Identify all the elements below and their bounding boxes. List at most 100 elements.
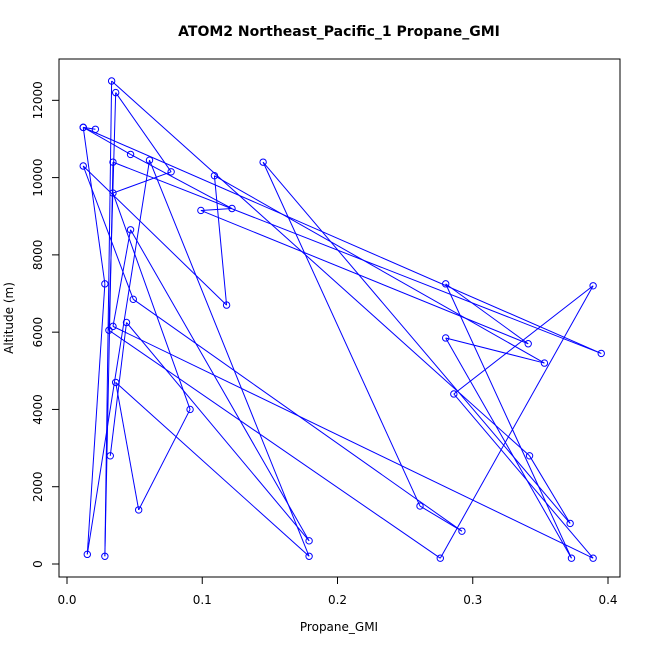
series-line-segment	[112, 325, 594, 559]
data-point	[442, 334, 450, 342]
series-line-segment	[453, 393, 594, 559]
series-line-segment	[529, 455, 571, 524]
data-point	[597, 349, 605, 358]
data-point	[126, 226, 135, 234]
x-tick-label: 0.2	[328, 593, 347, 607]
series-line-segment	[83, 126, 96, 130]
data-point	[197, 206, 205, 215]
series-line-segment	[82, 165, 227, 306]
y-tick-label: 2000	[31, 471, 45, 502]
data-point	[105, 326, 113, 334]
data-point	[210, 171, 219, 180]
data-point	[107, 77, 116, 85]
data-point	[540, 359, 549, 367]
series-line-segment	[149, 160, 310, 557]
series-line-segment	[108, 92, 117, 331]
plot-frame	[58, 58, 621, 578]
data-point	[111, 378, 120, 387]
series-line-segment	[126, 322, 310, 542]
series-line-segment	[86, 160, 150, 555]
data-point	[436, 554, 444, 562]
data-point	[222, 301, 231, 309]
data-point	[101, 552, 109, 560]
data-point	[122, 318, 131, 327]
data-point	[101, 280, 109, 288]
series-line-segment	[445, 337, 572, 559]
data-point	[126, 150, 135, 159]
x-tick-label: 0.4	[598, 593, 617, 607]
series-line-segment	[419, 505, 463, 532]
series-line-segment	[112, 171, 172, 194]
y-axis-label: Altitude (m)	[2, 282, 16, 354]
data-point	[79, 162, 87, 170]
x-tick-label: 0.1	[193, 593, 212, 607]
data-point	[525, 452, 534, 460]
y-tick-label: 8000	[31, 240, 45, 271]
series-line-segment	[83, 126, 602, 354]
series-line-segment	[445, 283, 572, 559]
data-point	[589, 282, 597, 290]
series-line-segment	[115, 382, 310, 557]
series-line-segment	[130, 229, 310, 542]
data-point	[111, 88, 120, 97]
series-line-segment	[112, 161, 602, 354]
series-line-segment	[445, 337, 545, 364]
data-point	[305, 552, 313, 560]
data-point	[83, 550, 91, 559]
series-line-segment	[111, 80, 530, 457]
data-point	[259, 158, 267, 166]
data-point	[450, 390, 458, 398]
data-point	[167, 168, 175, 176]
data-point	[106, 452, 114, 460]
data-point	[134, 506, 143, 514]
chart-title: ATOM2 Northeast_Pacific_1 Propane_GMI	[178, 24, 500, 40]
data-point	[109, 189, 117, 197]
data-point	[109, 322, 117, 331]
x-axis-label: Propane_GMI	[300, 620, 378, 634]
y-tick-label: 6000	[31, 317, 45, 348]
data-point	[91, 125, 100, 134]
data-point	[129, 295, 137, 304]
data-point	[305, 537, 313, 545]
data-point	[186, 405, 194, 414]
data-point	[567, 554, 576, 562]
series-line-segment	[115, 382, 140, 510]
series-line-segment	[86, 283, 106, 555]
series-line-segment	[82, 126, 131, 155]
series-line-segment	[82, 165, 134, 300]
series-line-segment	[200, 209, 529, 345]
series-line-segment	[109, 322, 128, 456]
data-point	[228, 204, 236, 213]
series-line-segment	[112, 192, 191, 410]
series-line-segment	[112, 229, 132, 327]
series-line-segment	[262, 161, 421, 507]
data-point	[458, 527, 466, 535]
y-tick-label: 10000	[31, 159, 45, 197]
series-group	[79, 77, 605, 562]
data-point	[145, 156, 154, 164]
data-point	[589, 554, 597, 562]
data-point	[416, 502, 424, 510]
y-tick-label: 0	[31, 560, 45, 568]
data-point	[524, 340, 532, 348]
series-line-segment	[213, 175, 228, 306]
series-line-segment	[262, 161, 571, 524]
y-axis: 0 2000 4000 6000 8000 10000 12000	[31, 81, 60, 568]
data-point	[442, 280, 450, 288]
x-tick-label: 0.3	[463, 593, 482, 607]
series-line-segment	[138, 409, 191, 511]
y-tick-label: 12000	[31, 81, 45, 119]
series-line-segment	[82, 127, 106, 284]
y-tick-label: 4000	[31, 394, 45, 425]
series-line-segment	[115, 92, 172, 173]
series-line-segment	[200, 208, 233, 211]
x-tick-label: 0.0	[57, 593, 76, 607]
series-line-segment	[439, 285, 594, 559]
data-point	[109, 158, 117, 166]
series-line-segment	[453, 285, 594, 395]
x-axis: 0.0 0.1 0.2 0.3 0.4	[57, 576, 618, 607]
series-line-segment	[445, 283, 529, 345]
data-point	[79, 123, 87, 132]
series-line-segment	[108, 329, 441, 559]
